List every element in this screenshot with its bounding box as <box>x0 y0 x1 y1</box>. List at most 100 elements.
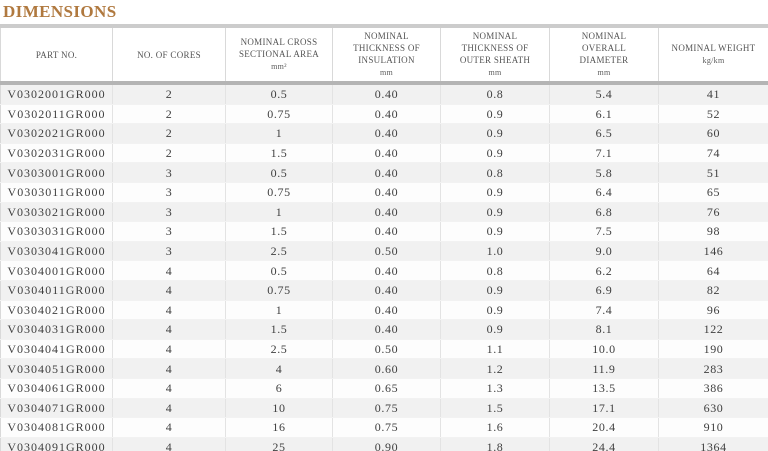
cell-cross-section: 16 <box>225 417 333 438</box>
cell-cross-section: 1.5 <box>225 221 333 242</box>
cell-no-of-cores: 4 <box>112 260 226 281</box>
cell-cross-section: 2.5 <box>225 241 333 262</box>
table-row: V0304091GR000 4 25 0.90 1.8 24.4 1364 <box>0 437 768 451</box>
cell-cross-section: 4 <box>225 358 333 379</box>
table-row: V0304061GR000 4 6 0.65 1.3 13.5 386 <box>0 378 768 399</box>
cell-overall-diameter: 10.0 <box>549 339 659 360</box>
cell-insulation: 0.40 <box>332 162 441 183</box>
column-label: NOMINAL THICKNESS OF INSULATION <box>353 31 420 65</box>
column-unit: mm <box>379 68 394 77</box>
cell-part-no: V0304081GR000 <box>0 417 113 438</box>
table-row: V0303041GR000 3 2.5 0.50 1.0 9.0 146 <box>0 241 768 262</box>
cell-part-no: V0304051GR000 <box>0 358 113 379</box>
cell-overall-diameter: 11.9 <box>549 358 659 379</box>
cell-no-of-cores: 4 <box>112 319 226 340</box>
column-header-no-of-cores: NO. OF CORES <box>112 28 226 85</box>
cell-overall-diameter: 9.0 <box>549 241 659 262</box>
column-unit: mm <box>597 68 611 77</box>
cell-insulation: 0.40 <box>332 182 441 203</box>
cell-cross-section: 0.5 <box>225 162 333 183</box>
cell-cross-section: 10 <box>225 398 333 419</box>
cell-outer-sheath: 0.9 <box>440 104 550 125</box>
cell-overall-diameter: 6.8 <box>549 202 659 223</box>
cell-outer-sheath: 1.1 <box>440 339 550 360</box>
cell-weight: 96 <box>658 300 768 321</box>
cell-cross-section: 1.5 <box>225 143 333 164</box>
cell-part-no: V0304031GR000 <box>0 319 113 340</box>
cell-insulation: 0.40 <box>332 143 441 164</box>
table-row: V0304011GR000 4 0.75 0.40 0.9 6.9 82 <box>0 280 768 301</box>
table-row: V0304081GR000 4 16 0.75 1.6 20.4 910 <box>0 417 768 438</box>
table-row: V0302011GR000 2 0.75 0.40 0.9 6.1 52 <box>0 104 768 125</box>
cell-insulation: 0.90 <box>332 437 441 451</box>
cell-no-of-cores: 4 <box>112 280 226 301</box>
cell-cross-section: 1 <box>225 202 333 223</box>
cell-weight: 65 <box>658 182 768 203</box>
cell-no-of-cores: 3 <box>112 221 226 242</box>
cell-part-no: V0304001GR000 <box>0 260 113 281</box>
cell-overall-diameter: 6.1 <box>549 104 659 125</box>
cell-insulation: 0.40 <box>332 319 441 340</box>
cell-insulation: 0.40 <box>332 280 441 301</box>
cell-outer-sheath: 0.9 <box>440 280 550 301</box>
cell-part-no: V0304091GR000 <box>0 437 113 451</box>
cell-cross-section: 1.5 <box>225 319 333 340</box>
cell-no-of-cores: 2 <box>112 123 226 144</box>
cell-overall-diameter: 24.4 <box>549 437 659 451</box>
cell-weight: 146 <box>658 241 768 262</box>
cell-outer-sheath: 1.8 <box>440 437 550 451</box>
cell-weight: 52 <box>658 104 768 125</box>
table-row: V0303031GR000 3 1.5 0.40 0.9 7.5 98 <box>0 221 768 242</box>
cell-cross-section: 6 <box>225 378 333 399</box>
column-header-cross-section: NOMINAL CROSS SECTIONAL AREA mm² <box>225 28 333 85</box>
column-label: NOMINAL OVERALL DIAMETER <box>579 31 629 65</box>
cell-weight: 122 <box>658 319 768 340</box>
table-row: V0302031GR000 2 1.5 0.40 0.9 7.1 74 <box>0 143 768 164</box>
cell-outer-sheath: 0.9 <box>440 202 550 223</box>
column-label: NOMINAL CROSS SECTIONAL AREA <box>238 37 320 59</box>
cell-insulation: 0.40 <box>332 260 441 281</box>
cell-insulation: 0.40 <box>332 83 441 105</box>
cell-insulation: 0.65 <box>332 378 441 399</box>
cell-outer-sheath: 0.8 <box>440 260 550 281</box>
cell-cross-section: 25 <box>225 437 333 451</box>
cell-no-of-cores: 3 <box>112 162 226 183</box>
column-header-part-no: PART NO. <box>0 28 113 85</box>
table-row: V0302021GR000 2 1 0.40 0.9 6.5 60 <box>0 123 768 144</box>
column-header-weight: NOMINAL WEIGHT kg/km <box>658 28 768 85</box>
cell-insulation: 0.40 <box>332 104 441 125</box>
cell-overall-diameter: 5.8 <box>549 162 659 183</box>
cell-part-no: V0303041GR000 <box>0 241 113 262</box>
cell-insulation: 0.40 <box>332 202 441 223</box>
cell-insulation: 0.75 <box>332 398 441 419</box>
cell-no-of-cores: 2 <box>112 83 226 105</box>
cell-overall-diameter: 5.4 <box>549 83 659 105</box>
table-header: PART NO. NO. OF CORES NOMINAL CROSS SECTIO… <box>0 28 768 85</box>
column-header-insulation: NOMINAL THICKNESS OF INSULATION mm <box>332 28 441 85</box>
table-row: V0304021GR000 4 1 0.40 0.9 7.4 96 <box>0 300 768 321</box>
cell-cross-section: 1 <box>225 123 333 144</box>
cell-overall-diameter: 7.5 <box>549 221 659 242</box>
cell-weight: 82 <box>658 280 768 301</box>
cell-outer-sheath: 0.9 <box>440 319 550 340</box>
cell-weight: 910 <box>658 417 768 438</box>
cell-outer-sheath: 0.9 <box>440 300 550 321</box>
cell-weight: 1364 <box>658 437 768 451</box>
cell-weight: 630 <box>658 398 768 419</box>
cell-cross-section: 0.5 <box>225 83 333 105</box>
cell-overall-diameter: 6.4 <box>549 182 659 203</box>
cell-outer-sheath: 1.2 <box>440 358 550 379</box>
dimensions-table: PART NO. NO. OF CORES NOMINAL CROSS SECTIO… <box>0 28 768 451</box>
table-row: V0302001GR000 2 0.5 0.40 0.8 5.4 41 <box>0 83 768 105</box>
cell-no-of-cores: 4 <box>112 300 226 321</box>
cell-no-of-cores: 4 <box>112 398 226 419</box>
column-label: NOMINAL WEIGHT <box>671 43 756 53</box>
cell-cross-section: 0.5 <box>225 260 333 281</box>
cell-weight: 60 <box>658 123 768 144</box>
cell-no-of-cores: 4 <box>112 339 226 360</box>
table-row: V0304071GR000 4 10 0.75 1.5 17.1 630 <box>0 398 768 419</box>
table-row: V0304031GR000 4 1.5 0.40 0.9 8.1 122 <box>0 319 768 340</box>
table-row: V0304041GR000 4 2.5 0.50 1.1 10.0 190 <box>0 339 768 360</box>
cell-no-of-cores: 4 <box>112 437 226 451</box>
